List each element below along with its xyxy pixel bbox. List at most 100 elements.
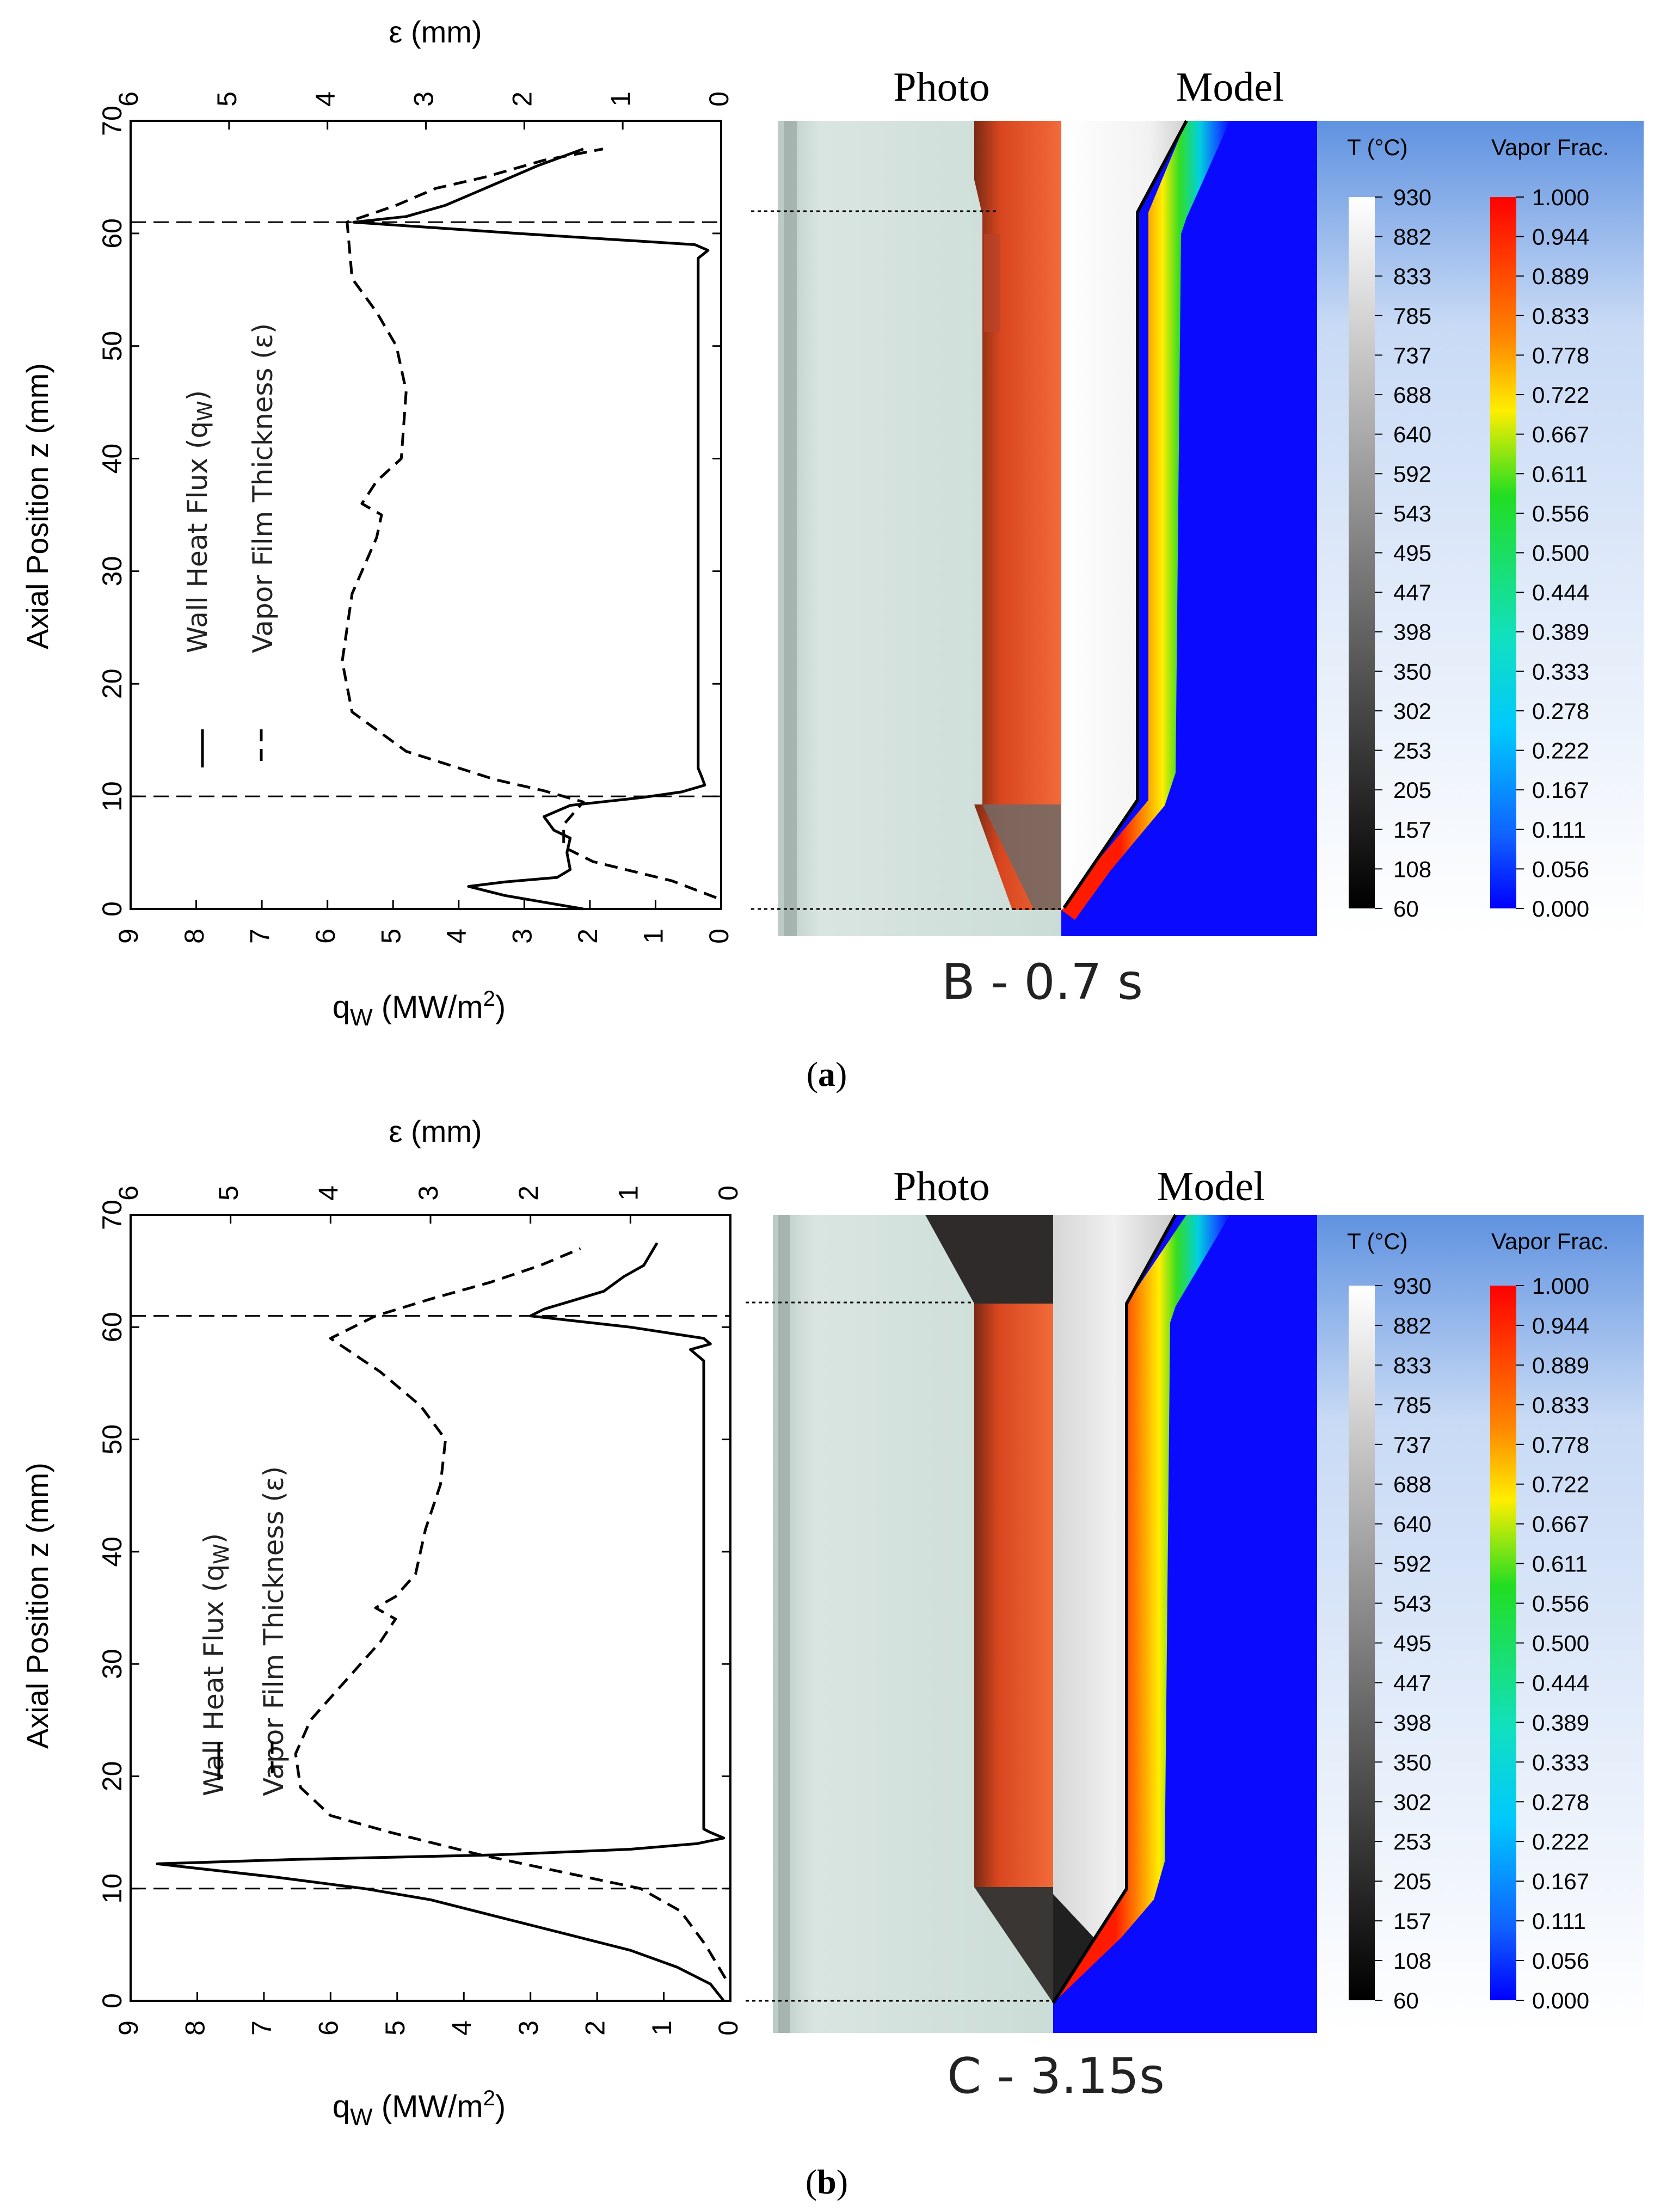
model-label-b: Model (1157, 1164, 1265, 1209)
vapor-film-thickness-line (341, 148, 717, 899)
temp-colorbar-label: 833 (1393, 1353, 1431, 1378)
temp-colorbar-label: 253 (1393, 738, 1431, 764)
vapor-colorbar-label: 0.833 (1532, 303, 1589, 329)
photo-label-a: Photo (893, 64, 989, 110)
temp-colorbar-label: 302 (1393, 698, 1431, 724)
temp-colorbar-label: 495 (1393, 1631, 1431, 1656)
chart-b: ε (mm) Axial Position z (mm) qW (MW/m2) … (20, 1114, 743, 2130)
temp-colorbar-label: 157 (1393, 1908, 1431, 1934)
chart-a-ylabel: Axial Position z (mm) (20, 363, 54, 649)
x-tick-bottom-label: 0 (704, 929, 734, 944)
temp-colorbar-label: 108 (1393, 1948, 1431, 1974)
vapor-colorbar-label: 0.167 (1532, 1869, 1589, 1894)
vapor-colorbar-label: 0.222 (1532, 738, 1589, 764)
x-tick-bottom-label: 7 (247, 2020, 277, 2036)
vapor-colorbar-label: 0.278 (1532, 1789, 1589, 1815)
vapor-colorbar-label: 0.667 (1532, 1511, 1589, 1537)
temp-colorbar-label: 543 (1393, 501, 1431, 526)
panel-label-b: (b) (806, 2162, 848, 2201)
vapor-colorbar-label: 0.667 (1532, 422, 1589, 447)
chart-a-legend-eps: Vapor Film Thickness (ε) (247, 323, 279, 653)
photo-a-cone-bottom (982, 804, 1061, 910)
x-tick-bottom-label: 2 (573, 929, 603, 944)
x-tick-bottom-label: 5 (380, 2020, 410, 2036)
model-label-a: Model (1176, 64, 1284, 110)
x-tick-bottom-label: 9 (113, 929, 144, 944)
legend-a-temp-title: T (°C) (1347, 134, 1408, 160)
legend-b-vapor-title: Vapor Frac. (1491, 1228, 1609, 1254)
x-tick-top-label: 4 (310, 91, 341, 107)
vapor-colorbar-label: 0.722 (1532, 1472, 1589, 1497)
legend-a: T (°C) Vapor Frac. 930 882 833 785 737 688 640… (1317, 121, 1644, 936)
temp-colorbar-label: 785 (1393, 303, 1431, 329)
legend-a-vapor-bar (1490, 197, 1516, 908)
vapor-colorbar-label: 0.278 (1532, 698, 1589, 724)
chart-a: ε (mm) Axial Position z (mm) qW (MW/m2) … (20, 15, 734, 1031)
vapor-colorbar-label: 0.167 (1532, 777, 1589, 803)
chart-b-bottom-xlabel: qW (MW/m2) (333, 2086, 506, 2130)
vapor-colorbar-label: 0.833 (1532, 1392, 1589, 1418)
x-tick-top-label: 3 (409, 91, 439, 107)
x-tick-top-label: 2 (513, 1185, 544, 1201)
vapor-colorbar-label: 0.222 (1532, 1829, 1589, 1854)
y-tick-label: 50 (97, 1424, 127, 1455)
vapor-colorbar-label: 0.056 (1532, 856, 1589, 882)
y-tick-label: 30 (97, 1649, 127, 1679)
x-tick-bottom-label: 3 (513, 2020, 544, 2036)
x-tick-top-label: 5 (213, 1185, 244, 1201)
vapor-colorbar-label: 0.778 (1532, 342, 1589, 368)
photo-b-cone-bottom (974, 1887, 1053, 2003)
y-tick-label: 10 (97, 1873, 127, 1904)
x-tick-bottom-label: 8 (180, 2020, 211, 2036)
y-tick-label: 30 (97, 556, 127, 587)
y-tick-label: 60 (97, 218, 127, 249)
temp-colorbar-label: 785 (1393, 1392, 1431, 1418)
vapor-colorbar-label: 0.944 (1532, 224, 1589, 250)
y-tick-label: 70 (97, 1200, 127, 1230)
y-tick-label: 20 (97, 668, 127, 699)
x-tick-top-label: 4 (313, 1185, 344, 1201)
x-tick-top-label: 6 (113, 1185, 144, 1201)
temp-colorbar-label: 640 (1393, 1511, 1431, 1537)
x-tick-top-label: 0 (713, 1185, 743, 1201)
model-b-solid-dark-tip (1053, 1894, 1094, 2003)
temp-colorbar-label: 157 (1393, 817, 1431, 843)
vapor-colorbar-label: 0.000 (1532, 896, 1589, 921)
x-tick-bottom-label: 5 (376, 929, 406, 944)
photo-b-tube-edge (778, 1215, 790, 2033)
vapor-colorbar-label: 0.722 (1532, 382, 1589, 408)
chart-a-legend-qw: Wall Heat Flux (qW) (182, 390, 217, 653)
x-tick-bottom-label: 0 (713, 2020, 743, 2036)
temp-colorbar-label: 447 (1393, 580, 1431, 605)
photo-model-b: Photo Model C - 3.15s (746, 1164, 1317, 2105)
panel-label-a: (a) (807, 1055, 847, 1093)
photo-label-b: Photo (893, 1164, 989, 1209)
temp-colorbar-label: 737 (1393, 1432, 1431, 1458)
x-tick-bottom-label: 4 (446, 2020, 477, 2036)
y-tick-label: 70 (97, 106, 127, 136)
temp-colorbar-label: 640 (1393, 422, 1431, 447)
x-tick-bottom-label: 7 (244, 929, 275, 944)
photo-model-a: Photo Model B - 0.7 s (751, 64, 1317, 1011)
panel-a: ε (mm) Axial Position z (mm) qW (MW/m2) … (20, 15, 1644, 1093)
chart-b-top-xlabel: ε (mm) (389, 1114, 482, 1148)
model-b-vapor (1053, 1215, 1230, 2003)
legend-b: T (°C) Vapor Frac. 930 882 833 785 737 688 640… (1317, 1215, 1644, 2033)
temp-colorbar-label: 205 (1393, 777, 1431, 803)
photo-a-tube-edge (784, 121, 797, 936)
model-a-wall (1062, 120, 1188, 909)
x-tick-bottom-label: 3 (507, 929, 538, 944)
vapor-colorbar-label: 0.389 (1532, 1710, 1589, 1735)
vapor-colorbar-label: 0.889 (1532, 1353, 1589, 1378)
vapor-colorbar-label: 0.944 (1532, 1313, 1589, 1338)
vapor-colorbar-label: 0.611 (1532, 461, 1588, 487)
x-tick-bottom-label: 1 (638, 929, 669, 944)
x-tick-top-label: 6 (113, 91, 144, 107)
temp-colorbar-label: 543 (1393, 1591, 1431, 1617)
temp-colorbar-label: 592 (1393, 1551, 1431, 1577)
vapor-colorbar-label: 0.889 (1532, 263, 1589, 289)
temp-colorbar-label: 60 (1393, 896, 1419, 921)
x-tick-top-label: 1 (605, 91, 636, 107)
time-label-a: B - 0.7 s (942, 954, 1143, 1011)
y-tick-label: 40 (97, 444, 127, 474)
